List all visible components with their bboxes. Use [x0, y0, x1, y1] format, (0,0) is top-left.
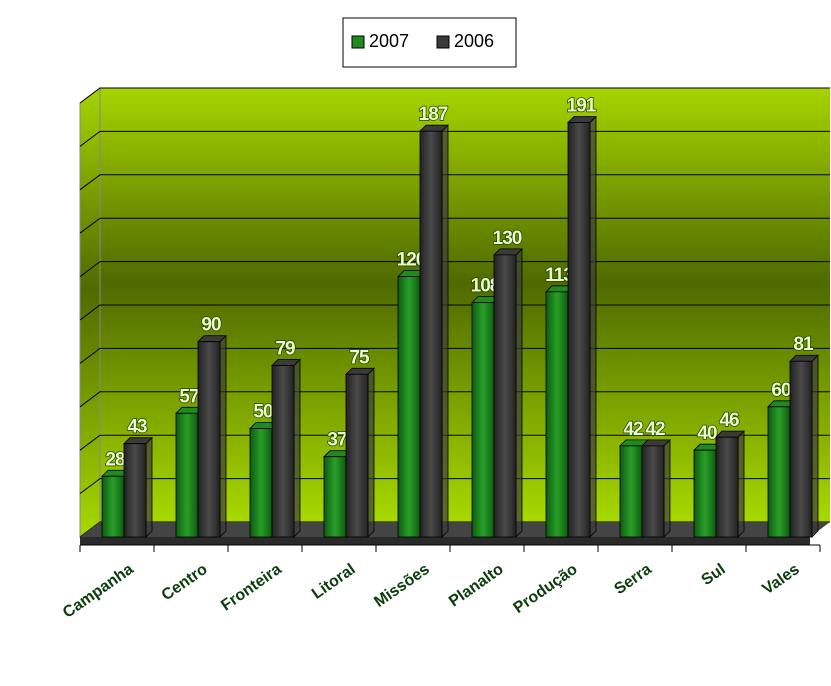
bar-side: [811, 354, 819, 538]
bar-front: [715, 436, 739, 538]
legend: [342, 17, 517, 68]
x-tick-label: Produção: [511, 561, 581, 617]
bar: [715, 430, 745, 538]
x-tick-label: Vales: [759, 561, 802, 598]
x-tick-label: Campanha: [60, 561, 137, 622]
data-label: 79: [275, 339, 295, 360]
bar-side: [367, 367, 375, 538]
x-tick-label: Fronteira: [218, 561, 285, 615]
bar-front: [493, 254, 517, 538]
bar-front: [419, 130, 443, 538]
bar: [419, 124, 449, 538]
legend-swatch: [351, 35, 365, 49]
data-label: 191: [567, 96, 597, 117]
bar-front: [767, 406, 791, 538]
bar-front: [397, 276, 421, 538]
x-tick-label: Missões: [371, 561, 433, 611]
data-label: 113: [545, 265, 573, 286]
bar-front: [101, 475, 125, 538]
bar: [493, 247, 523, 538]
bar-front: [175, 412, 199, 538]
bar: [345, 367, 375, 538]
bar-side: [663, 438, 671, 538]
bar-front: [545, 291, 569, 538]
x-tick-label: Sul: [699, 561, 729, 589]
bar-front: [197, 341, 221, 538]
data-label: 28: [105, 449, 125, 470]
bar-side: [441, 124, 449, 538]
bar-front: [123, 443, 147, 538]
data-label: 90: [201, 315, 221, 336]
floor-edge: [80, 537, 810, 545]
bar: [567, 115, 597, 538]
legend-label: 2006: [454, 31, 494, 51]
data-label: 42: [623, 419, 643, 440]
bar: [197, 334, 227, 538]
bar: [641, 438, 671, 538]
data-label: 37: [327, 430, 347, 451]
bar-front: [345, 373, 369, 538]
x-tick-label: Planalto: [446, 561, 507, 611]
data-label: 40: [697, 423, 717, 444]
bar: [123, 436, 153, 538]
bar-side: [293, 358, 301, 538]
data-label: 187: [419, 104, 448, 125]
bar-side: [515, 247, 523, 538]
bar-front: [271, 365, 295, 538]
data-label: 81: [793, 334, 814, 355]
bar-front: [693, 449, 717, 538]
x-tick-label: Litoral: [309, 561, 359, 603]
bar-front: [567, 122, 591, 538]
bar-front: [249, 428, 273, 538]
bar-side: [145, 436, 153, 538]
x-tick-label: Serra: [611, 561, 654, 598]
bar-side: [737, 430, 745, 538]
data-label: 46: [719, 410, 739, 431]
bar-front: [789, 360, 813, 538]
legend-swatch: [436, 35, 450, 49]
data-label: 42: [645, 419, 665, 440]
data-label: 75: [349, 347, 370, 368]
data-label: 60: [771, 380, 791, 401]
legend-label: 2007: [369, 31, 409, 51]
data-label: 50: [253, 402, 273, 423]
bar-side: [589, 115, 597, 538]
bar: [271, 358, 301, 538]
bar-front: [619, 445, 643, 538]
data-label: 57: [179, 386, 199, 407]
x-tick-label: Centro: [159, 561, 211, 605]
data-label: 43: [127, 417, 147, 438]
bar: [789, 354, 819, 538]
bar-side: [219, 334, 227, 538]
grid-line: [79, 87, 830, 104]
bar-front: [323, 456, 347, 538]
bar-front: [641, 445, 665, 538]
bar-front: [471, 302, 495, 538]
data-label: 130: [493, 228, 522, 249]
